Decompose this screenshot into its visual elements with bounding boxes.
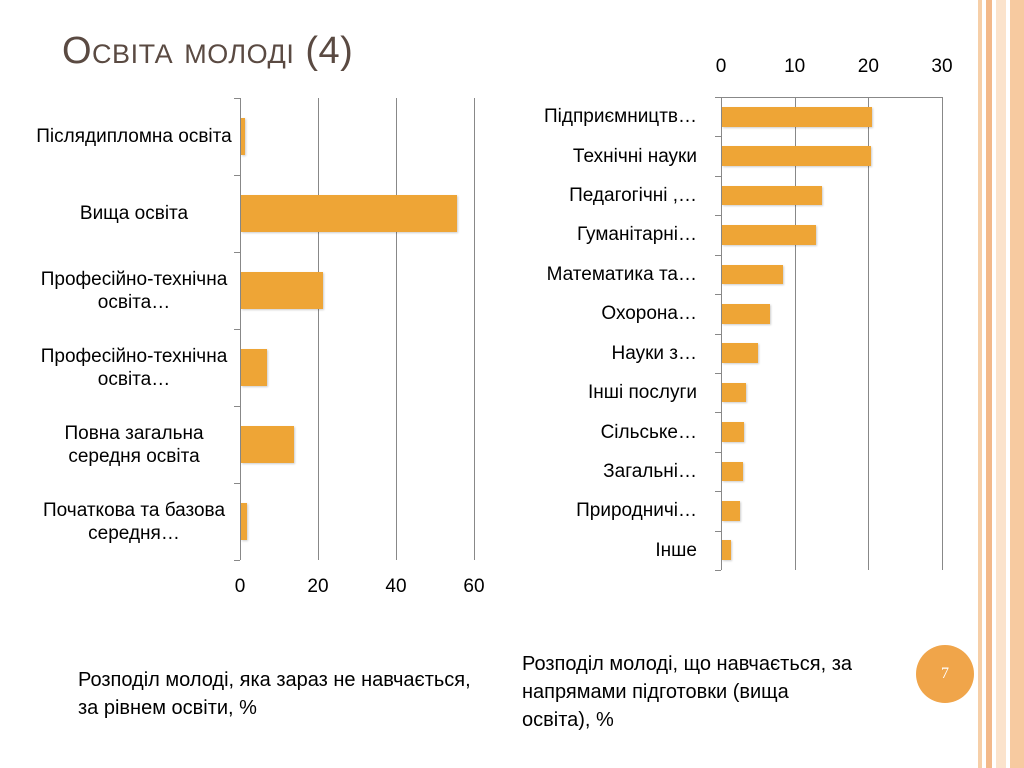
x-tick-label: 30 <box>931 56 953 77</box>
axis-tick <box>715 491 721 493</box>
bar <box>722 501 740 521</box>
chart-caption: Розподіл молоді, яка зараз не навчається… <box>78 669 471 719</box>
x-tick-label: 60 <box>463 576 485 597</box>
bar <box>722 422 745 442</box>
axis-tick <box>715 97 721 98</box>
y-tick-label: Професійно-технічна освіта… <box>40 345 228 390</box>
bar <box>722 185 823 206</box>
y-tick-label: Педагогічні ,… <box>569 185 697 207</box>
bar <box>722 461 743 482</box>
y-tick-label: Вища освіта <box>79 203 189 224</box>
grid-line <box>721 97 722 570</box>
x-tick-label: 0 <box>715 56 727 77</box>
axis-tick <box>715 175 721 177</box>
axis-tick <box>715 294 721 296</box>
bar <box>241 118 245 155</box>
axis-tick <box>234 98 240 99</box>
grid-line <box>474 98 475 560</box>
axis-tick <box>715 136 721 138</box>
bar <box>722 225 817 245</box>
x-tick-label: 0 <box>234 576 246 597</box>
axis-tick <box>234 406 240 407</box>
axis-tick <box>715 333 721 335</box>
y-tick-label: Природничі… <box>576 500 697 522</box>
axis-tick <box>715 412 721 414</box>
stripe <box>986 0 992 768</box>
bar <box>722 343 759 364</box>
axis-tick <box>715 372 721 374</box>
bar <box>241 503 247 540</box>
grid-line <box>396 98 397 560</box>
bar <box>722 146 871 166</box>
axis-tick <box>234 329 240 330</box>
y-tick-label: Математика та… <box>546 263 697 285</box>
y-tick-label: Професійно-технічна освіта… <box>40 268 228 313</box>
grid-line <box>794 97 796 570</box>
chart-caption: Розподіл молоді, що навчається, за напря… <box>522 653 852 731</box>
stripe <box>978 0 982 768</box>
axis-tick <box>715 570 721 571</box>
axis-tick <box>234 175 240 176</box>
axis-tick <box>234 560 240 561</box>
grid-line <box>868 97 870 570</box>
axis-tick <box>234 483 240 484</box>
slide-number: 7 <box>916 645 974 703</box>
x-tick-label: 20 <box>857 56 879 77</box>
axis-line <box>721 97 942 98</box>
bar <box>722 264 784 285</box>
stripe <box>996 0 1006 768</box>
y-tick-label: Початкова та базова середня… <box>42 499 226 544</box>
y-tick-label: Інші послуги <box>588 382 697 404</box>
x-tick-label: 40 <box>385 576 407 597</box>
stripe <box>1010 0 1024 768</box>
y-tick-label: Сільське… <box>600 421 697 443</box>
grid-line <box>318 98 319 560</box>
grid-line <box>942 97 943 570</box>
axis-tick <box>234 252 240 253</box>
y-tick-label: Загальні… <box>603 460 697 482</box>
slide-title: Освіта молоді (4) <box>62 30 354 72</box>
bar <box>722 106 872 127</box>
axis-tick <box>715 530 721 532</box>
y-tick-label: Науки з… <box>611 342 698 364</box>
x-tick-label: 20 <box>307 576 329 597</box>
grid-line <box>240 98 241 560</box>
axis-tick <box>715 215 721 217</box>
axis-tick <box>715 451 721 453</box>
y-tick-label: Інше <box>655 539 697 561</box>
bar <box>241 195 458 232</box>
y-tick-label: Охорона… <box>601 303 697 325</box>
bar <box>722 382 747 403</box>
y-tick-label: Технічні науки <box>572 145 697 167</box>
bar <box>722 540 731 561</box>
y-tick-label: Підприємництв… <box>544 106 697 128</box>
y-tick-label: Післядипломна освіта <box>36 126 232 147</box>
bar <box>241 272 323 309</box>
bar <box>241 426 295 463</box>
bar <box>722 303 770 324</box>
axis-tick <box>715 254 721 256</box>
x-tick-label: 10 <box>784 56 806 77</box>
bar <box>241 349 268 386</box>
y-tick-label: Гуманітарні… <box>577 224 697 246</box>
y-tick-label: Повна загальна середня освіта <box>64 422 204 467</box>
